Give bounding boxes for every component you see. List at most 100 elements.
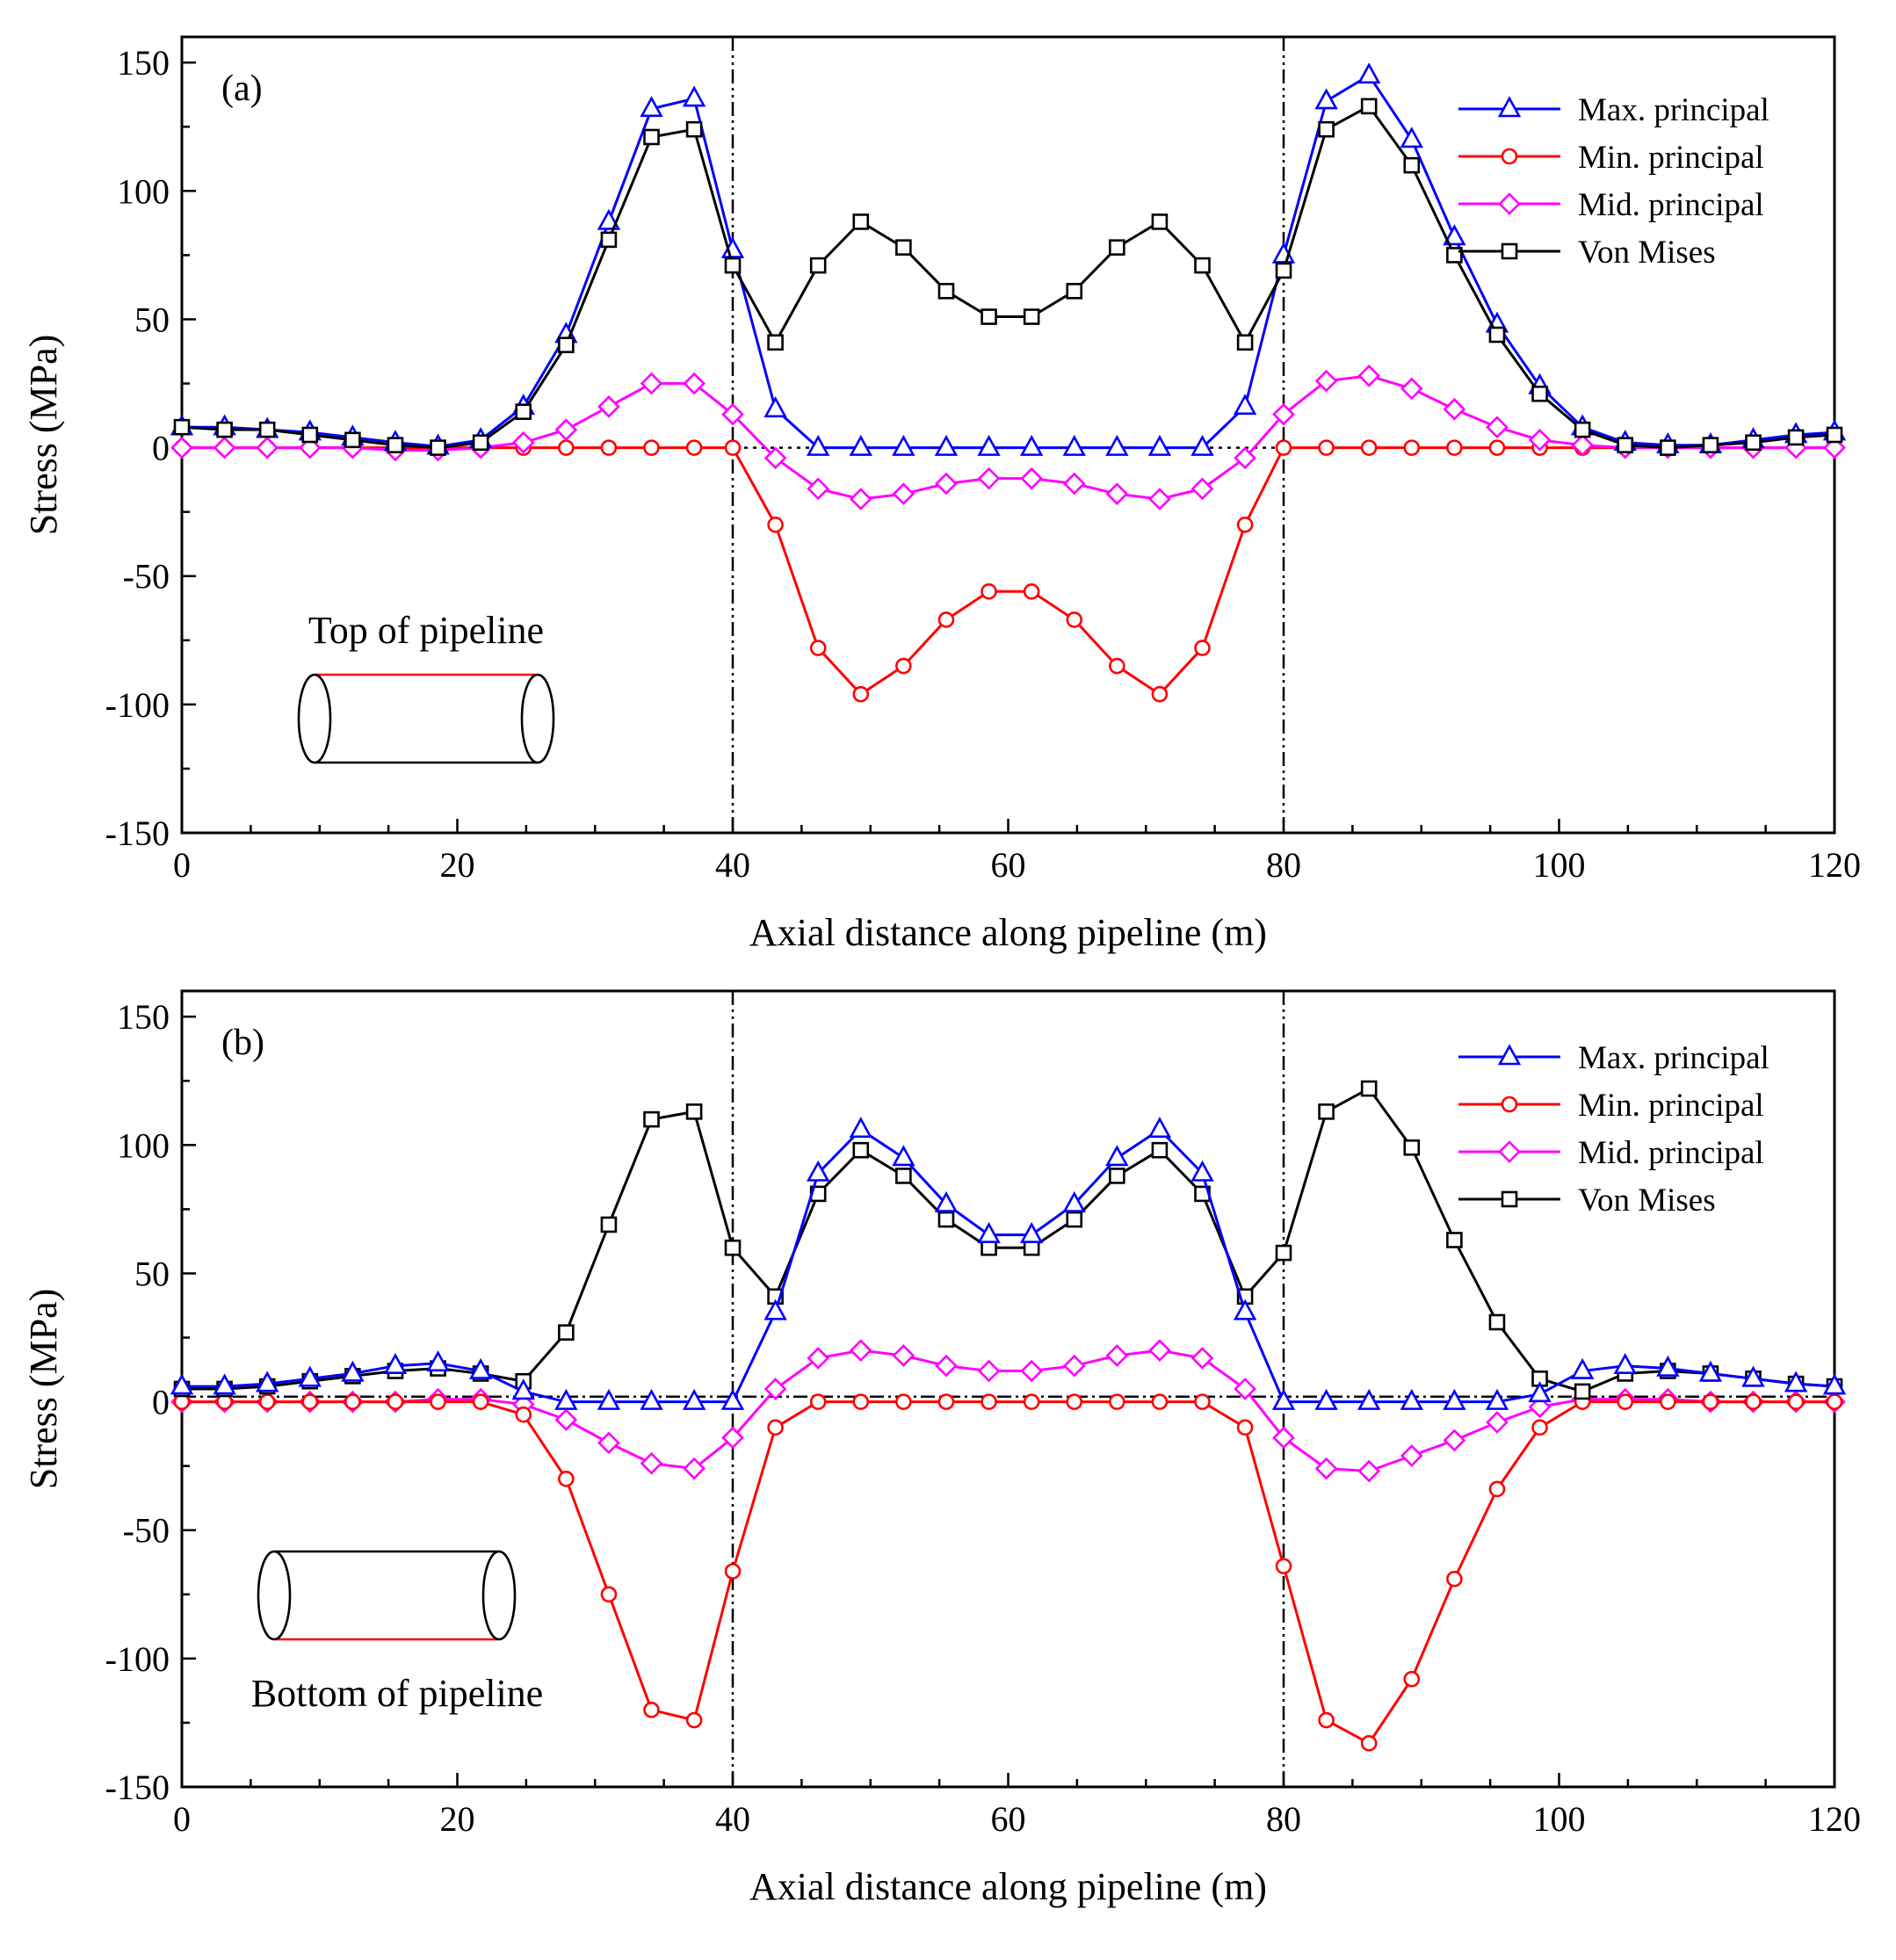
circle-marker <box>1109 657 1125 675</box>
triangle-marker <box>763 1298 787 1320</box>
triangle-marker <box>1233 394 1257 416</box>
y-tick-label: 150 <box>117 997 170 1037</box>
triangle-marker <box>597 1388 621 1410</box>
square-marker <box>387 437 404 453</box>
square-marker <box>981 308 997 325</box>
triangle-marker <box>1822 1373 1847 1395</box>
diamond-marker <box>892 1344 915 1367</box>
triangle-marker <box>213 1373 236 1395</box>
circle-marker <box>1488 1480 1506 1498</box>
circle-marker <box>1318 1711 1335 1729</box>
square-marker <box>600 1216 618 1233</box>
triangle-marker <box>1400 1388 1423 1410</box>
triangle-marker <box>597 208 621 230</box>
series-line <box>182 446 1834 697</box>
legend-label: Max. principal <box>1578 92 1769 128</box>
diamond-marker <box>892 482 915 506</box>
diamond-marker <box>1272 402 1295 426</box>
circle-marker <box>724 1563 742 1580</box>
circle-marker <box>1702 1393 1719 1410</box>
triangle-marker <box>511 1378 535 1400</box>
circle-marker <box>1066 611 1083 628</box>
square-marker <box>1023 308 1040 325</box>
diamond-marker <box>1357 1459 1381 1483</box>
y-tick-label: 50 <box>134 300 170 339</box>
x-tick-label: 60 <box>991 1799 1026 1839</box>
triangle-marker <box>934 1190 959 1212</box>
triangle-marker <box>1656 1355 1680 1377</box>
square-marker <box>1151 213 1169 230</box>
x-axis-title: Axial distance along pipeline (m) <box>749 1865 1267 1908</box>
circle-marker <box>1194 1393 1211 1410</box>
square-marker <box>1194 257 1211 274</box>
diamond-marker <box>849 488 872 510</box>
square-marker <box>1109 1168 1125 1184</box>
diamond-marker <box>1486 1411 1509 1434</box>
x-tick-label: 0 <box>173 1799 191 1839</box>
square-marker <box>1318 120 1335 138</box>
triangle-marker <box>1570 1357 1595 1379</box>
triangle-marker <box>1613 1352 1637 1374</box>
triangle-marker <box>1485 1388 1509 1410</box>
diamond-marker <box>1105 1344 1129 1367</box>
square-marker <box>1826 426 1843 444</box>
diamond-marker <box>256 436 279 459</box>
triangle-marker <box>554 1388 578 1410</box>
legend-label: Min. principal <box>1578 140 1764 176</box>
triangle-marker <box>1443 1388 1466 1410</box>
diamond-marker <box>511 430 535 454</box>
circle-marker <box>472 1393 489 1410</box>
triangle-marker <box>1400 127 1423 148</box>
circle-marker <box>724 439 742 456</box>
panel-label: (b) <box>221 1023 264 1063</box>
series-mid-principal <box>170 364 1846 510</box>
square-marker <box>1501 1190 1518 1208</box>
square-marker <box>643 128 660 146</box>
triangle-marker <box>1784 1371 1808 1392</box>
square-marker <box>809 257 827 274</box>
circle-marker <box>1488 439 1506 456</box>
circle-marker <box>1151 685 1169 703</box>
diamond-marker <box>977 1359 1001 1383</box>
triangle-marker <box>1190 1160 1214 1182</box>
circle-marker <box>430 1393 446 1410</box>
series-min-principal <box>173 1393 1843 1752</box>
circle-marker <box>301 1393 319 1410</box>
triangle-marker <box>1190 434 1214 456</box>
diamond-marker <box>1400 377 1423 401</box>
square-marker <box>1446 1232 1463 1248</box>
diamond-marker <box>1190 477 1214 501</box>
diamond-marker <box>1486 416 1509 439</box>
triangle-marker <box>806 1160 830 1182</box>
circle-marker <box>1531 1419 1548 1436</box>
pipeline-right-end <box>520 673 555 764</box>
pipeline-left-end <box>297 673 332 764</box>
panel-label: (a) <box>221 69 263 109</box>
x-tick-label: 20 <box>440 845 475 885</box>
circle-marker <box>558 1470 575 1487</box>
legend-label: Von Mises <box>1578 235 1716 271</box>
triangle-marker <box>763 396 787 418</box>
diamond-marker <box>763 1378 787 1400</box>
circle-marker <box>1360 1735 1378 1752</box>
y-tick-label: 0 <box>152 429 170 468</box>
square-marker <box>1403 1139 1421 1156</box>
triangle-marker <box>1147 1117 1172 1139</box>
diamond-marker <box>1528 429 1552 452</box>
square-marker <box>558 1324 575 1342</box>
triangle-marker <box>1443 224 1466 246</box>
x-tick-label: 100 <box>1533 1799 1586 1839</box>
square-marker <box>1275 1244 1292 1262</box>
diamond-marker <box>1148 488 1171 510</box>
circle-marker <box>258 1393 276 1410</box>
diamond-marker <box>1020 466 1043 490</box>
diamond-marker <box>1314 1457 1338 1480</box>
diamond-marker <box>1571 433 1594 457</box>
square-marker <box>724 1239 742 1256</box>
circle-marker <box>387 1393 404 1410</box>
square-marker <box>767 334 784 351</box>
triangle-marker <box>1497 1044 1522 1066</box>
triangle-marker <box>1741 1365 1765 1387</box>
diamond-marker <box>1062 472 1086 495</box>
triangle-marker <box>1062 1190 1086 1212</box>
